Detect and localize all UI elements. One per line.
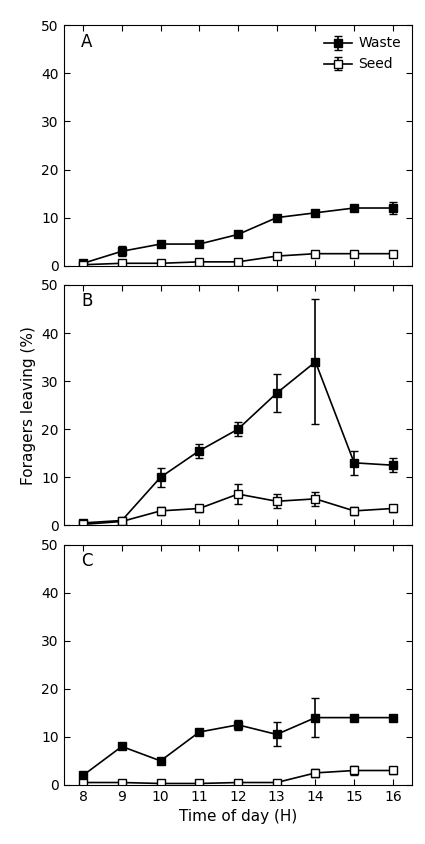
X-axis label: Time of day (H): Time of day (H) [179, 809, 297, 825]
Legend: Waste, Seed: Waste, Seed [320, 32, 405, 76]
Text: C: C [81, 552, 93, 570]
Y-axis label: Foragers leaving (%): Foragers leaving (%) [21, 326, 36, 484]
Text: A: A [81, 33, 93, 51]
Text: B: B [81, 292, 93, 310]
